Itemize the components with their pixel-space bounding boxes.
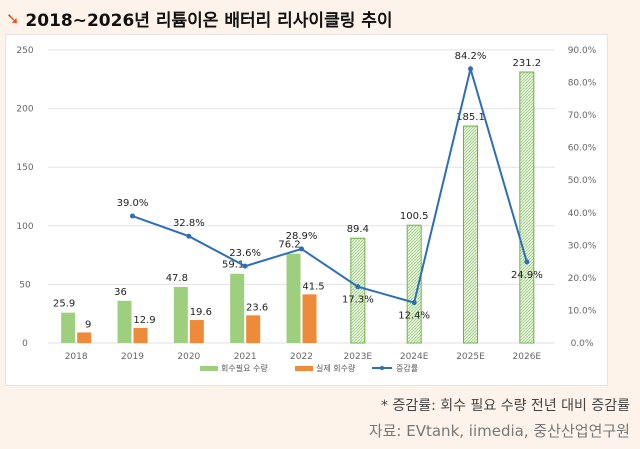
source: 자료: EVtank, iimedia, 중산산업연구원 (368, 422, 630, 440)
bar-label: 89.4 (347, 224, 369, 235)
growth-rate-point (186, 233, 192, 239)
growth-rate-point (411, 300, 417, 306)
y-tick-label: 150 (16, 163, 33, 173)
legend-marker (380, 366, 384, 370)
growth-rate-label: 12.4% (398, 311, 430, 322)
legend-label: 증감률 (396, 363, 418, 373)
growth-rate-label: 84.2% (455, 51, 487, 62)
bar-label: 25.9 (53, 299, 75, 310)
x-tick-label: 2020 (177, 352, 200, 362)
bar-recovery-needed (61, 312, 76, 343)
bar-label: 47.8 (166, 273, 188, 284)
growth-rate-point (130, 213, 135, 219)
bar-recovery-needed (463, 125, 478, 344)
growth-rate-label: 24.9% (511, 270, 543, 281)
bar-actual-recovery (77, 332, 92, 343)
bar-label: 76.2 (278, 240, 300, 251)
x-tick-label: 2019 (121, 352, 144, 362)
y2-tick-label: 60.0% (568, 144, 597, 154)
x-tick-label: 2022 (290, 352, 313, 362)
y2-tick-label: 40.0% (568, 209, 597, 219)
x-tick-label: 2018 (65, 352, 88, 362)
bar-label: 41.5 (302, 281, 324, 292)
bar-actual-recovery (189, 320, 204, 343)
bar-recovery-needed (117, 300, 132, 343)
x-tick-label: 2025E (456, 352, 485, 362)
bar-label: 23.6 (246, 302, 268, 313)
bar-recovery-needed (519, 71, 535, 344)
bar-label: 59.1 (222, 260, 244, 271)
growth-rate-label: 32.8% (173, 218, 205, 229)
x-tick-label: 2021 (234, 352, 257, 362)
x-tick-label: 2023E (344, 352, 373, 362)
y-tick-label: 50 (19, 280, 31, 290)
chart-title: ➘ 2018~2026년 리튬이온 배터리 리사이클링 추이 (6, 6, 393, 31)
legend-swatch (200, 366, 218, 371)
y2-tick-label: 80.0% (568, 79, 597, 89)
legend-label: 회수필요 수량 (221, 363, 268, 373)
bar-recovery-needed (173, 286, 188, 343)
bar-recovery-needed (230, 273, 245, 343)
bar-label: 12.9 (133, 315, 155, 326)
growth-rate-point (468, 66, 473, 72)
bar-label: 9 (85, 319, 91, 330)
growth-rate-point (355, 284, 361, 290)
bar-actual-recovery (133, 327, 148, 343)
growth-rate-line (132, 64, 528, 304)
bar-recovery-needed (286, 253, 301, 343)
growth-rate-label: 39.0% (117, 198, 149, 209)
growth-rate-point (242, 263, 248, 269)
x-tick-label: 2024E (400, 352, 429, 362)
y-tick-label: 0 (22, 339, 28, 349)
growth-rate-label: 28.9% (286, 231, 318, 242)
y2-tick-label: 10.0% (568, 306, 597, 316)
y-tick-label: 200 (16, 105, 33, 115)
bar-recovery-needed (406, 224, 422, 344)
growth-rate-point (524, 259, 530, 265)
bar-label: 36 (114, 287, 127, 298)
y2-tick-label: 20.0% (568, 274, 597, 284)
y-tick-label: 100 (16, 222, 33, 232)
title-text: 2018~2026년 리튬이온 배터리 리사이클링 추이 (25, 11, 393, 31)
y2-tick-label: 30.0% (568, 241, 597, 251)
y2-tick-label: 50.0% (568, 176, 597, 186)
legend-label: 실제 회수량 (316, 363, 356, 373)
y-tick-label: 250 (16, 46, 33, 56)
footnote: * 증감률: 회수 필요 수량 전년 대비 증감률 (381, 398, 630, 414)
bar-actual-recovery (246, 315, 261, 343)
y2-tick-label: 70.0% (568, 111, 597, 121)
growth-rate-point (299, 246, 304, 252)
bar-recovery-needed (350, 237, 366, 344)
bar-label: 19.6 (190, 307, 212, 318)
bar-label: 100.5 (400, 211, 429, 222)
growth-rate-label: 23.6% (229, 248, 261, 259)
y2-tick-label: 90.0% (568, 46, 597, 56)
growth-rate-label: 17.3% (342, 295, 374, 306)
bar-actual-recovery (302, 294, 317, 343)
bar-label: 185.1 (456, 112, 485, 123)
x-tick-label: 2026E (513, 352, 542, 362)
arrow-icon: ➘ (6, 9, 20, 28)
legend-swatch (295, 366, 313, 371)
y2-tick-label: 0.0% (571, 339, 594, 349)
bar-label: 231.2 (513, 58, 542, 69)
